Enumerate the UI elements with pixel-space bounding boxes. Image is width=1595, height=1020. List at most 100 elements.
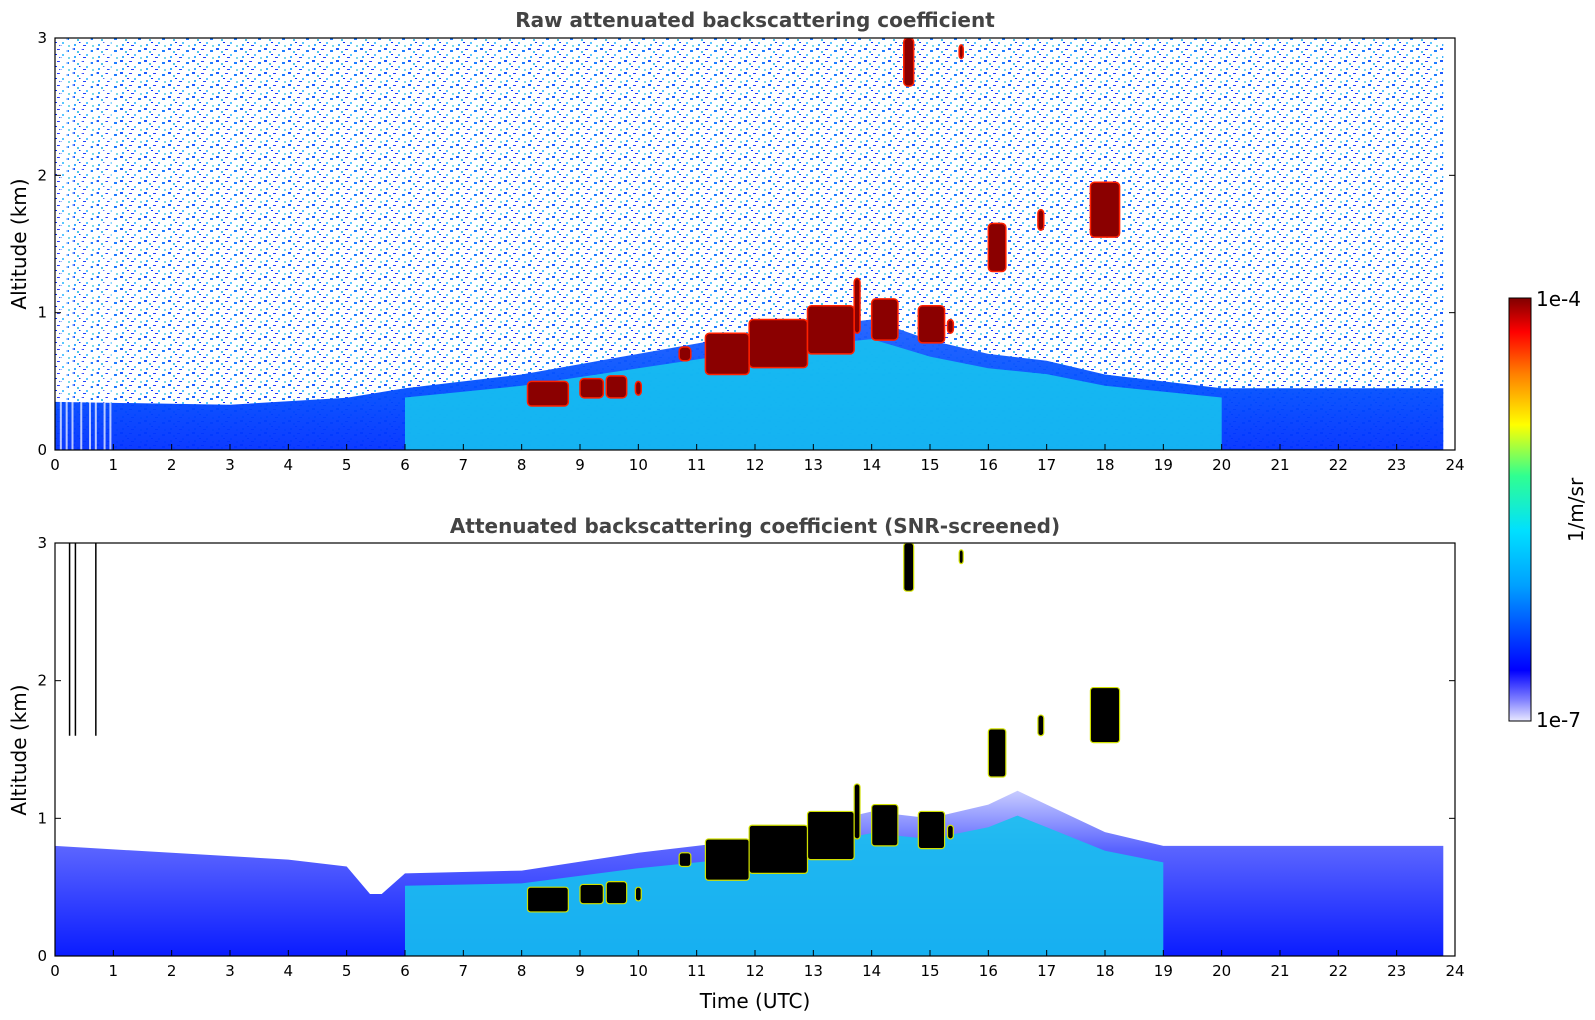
cloud-layer <box>958 44 965 60</box>
x-tick-label: 24 <box>1445 962 1464 980</box>
x-tick-label: 0 <box>50 962 60 980</box>
panel1-cloud-layers <box>526 38 1121 407</box>
cloud-layer <box>987 222 1007 273</box>
x-tick-label: 9 <box>575 962 585 980</box>
screened-cloud-layer <box>958 549 964 565</box>
x-tick-label: 11 <box>687 456 706 474</box>
y-tick-label: 2 <box>37 672 47 690</box>
screened-cloud-layer <box>678 852 692 868</box>
y-tick-label: 0 <box>37 947 47 965</box>
panel1-plot-area <box>55 38 1444 450</box>
colorbar-unit-label: 1/m/sr <box>1564 477 1588 542</box>
x-tick-label: 20 <box>1212 456 1231 474</box>
colorbar-gradient <box>1508 297 1532 722</box>
panel1-early-streaks <box>59 38 112 450</box>
screened-cloud-layer <box>987 728 1007 778</box>
cloud-layer <box>806 305 855 355</box>
panel2-plot-area <box>55 543 1444 956</box>
x-tick-label: 6 <box>400 456 410 474</box>
x-tick-label: 18 <box>1095 456 1114 474</box>
x-tick-label: 5 <box>342 962 352 980</box>
cloud-layer <box>853 277 861 335</box>
colorbar: 1e-4 1e-7 1/m/sr <box>1508 287 1588 732</box>
x-tick-label: 4 <box>284 962 294 980</box>
x-tick-label: 15 <box>920 962 939 980</box>
x-tick-label: 19 <box>1154 962 1173 980</box>
cloud-layer <box>903 38 915 87</box>
x-tick-label: 14 <box>862 962 881 980</box>
cloud-layer <box>946 318 955 335</box>
x-tick-label: 1 <box>109 962 119 980</box>
x-tick-label: 21 <box>1270 456 1289 474</box>
screened-cloud-layer <box>853 783 861 840</box>
screened-cloud-layer <box>871 803 899 847</box>
panel2-aerosol-core <box>405 815 1164 956</box>
x-tick-label: 17 <box>1037 456 1056 474</box>
cloud-layer <box>870 298 899 341</box>
panel1-x-axis: 0 1 2 3 4 5 6 7 8 9 10 11 12 13 14 15 16 17 18 19 20 21 22 23 24 <box>50 444 1465 474</box>
colorbar-min-label: 1e-7 <box>1536 708 1581 732</box>
cloud-layer <box>634 380 643 396</box>
panel2-x-axis: 0 1 2 3 4 5 6 7 8 9 10 11 12 13 14 15 16 17 18 19 20 21 22 23 24 <box>50 950 1465 980</box>
panel2-cloud-layers <box>526 543 1121 913</box>
x-tick-label: 16 <box>979 962 998 980</box>
panel2-x-label: Time (UTC) <box>699 989 811 1013</box>
screened-cloud-layer <box>1089 686 1121 744</box>
x-tick-label: 7 <box>459 456 469 474</box>
x-tick-label: 13 <box>804 962 823 980</box>
x-tick-label: 9 <box>575 456 585 474</box>
y-tick-label: 1 <box>37 809 47 827</box>
x-tick-label: 10 <box>629 456 648 474</box>
screened-cloud-layer <box>946 824 954 840</box>
panel2-title: Attenuated backscattering coefficient (S… <box>450 514 1060 538</box>
x-tick-label: 20 <box>1212 962 1231 980</box>
y-tick-label: 2 <box>37 166 47 184</box>
x-tick-label: 2 <box>167 456 177 474</box>
x-tick-label: 23 <box>1387 962 1406 980</box>
x-tick-label: 3 <box>225 962 235 980</box>
x-tick-label: 18 <box>1095 962 1114 980</box>
x-tick-label: 12 <box>745 962 764 980</box>
cloud-layer <box>748 318 809 369</box>
screened-cloud-layer <box>704 838 750 881</box>
y-tick-label: 3 <box>37 534 47 552</box>
x-tick-label: 16 <box>979 456 998 474</box>
screened-cloud-layer <box>917 810 946 850</box>
colorbar-max-label: 1e-4 <box>1536 287 1581 311</box>
cloud-layer <box>579 377 605 399</box>
panel1-aerosol-core <box>405 339 1222 450</box>
x-tick-label: 15 <box>920 456 939 474</box>
y-tick-label: 0 <box>37 441 47 459</box>
x-tick-label: 8 <box>517 962 527 980</box>
x-tick-label: 4 <box>284 456 294 474</box>
y-tick-label: 1 <box>37 304 47 322</box>
cloud-layer <box>1089 181 1121 238</box>
x-tick-label: 2 <box>167 962 177 980</box>
screened-cloud-layer <box>1037 714 1045 737</box>
panel2-early-streaks <box>68 543 97 736</box>
cloud-layer <box>704 332 750 376</box>
x-tick-label: 6 <box>400 962 410 980</box>
x-tick-label: 13 <box>804 456 823 474</box>
x-tick-label: 23 <box>1387 456 1406 474</box>
x-tick-label: 10 <box>629 962 648 980</box>
x-tick-label: 7 <box>459 962 469 980</box>
x-tick-label: 22 <box>1329 962 1348 980</box>
x-tick-label: 22 <box>1329 456 1348 474</box>
screened-cloud-layer <box>903 543 915 592</box>
x-tick-label: 19 <box>1154 456 1173 474</box>
x-tick-label: 24 <box>1445 456 1464 474</box>
x-tick-label: 11 <box>687 962 706 980</box>
x-tick-label: 3 <box>225 456 235 474</box>
y-tick-label: 3 <box>37 29 47 47</box>
cloud-layer <box>678 346 692 362</box>
panel1-title: Raw attenuated backscattering coefficien… <box>515 8 995 32</box>
panel2-y-label: Altitude (km) <box>7 684 31 815</box>
x-tick-label: 17 <box>1037 962 1056 980</box>
x-tick-label: 14 <box>862 456 881 474</box>
screened-cloud-layer <box>748 824 809 875</box>
panel1-y-label: Altitude (km) <box>7 178 31 309</box>
screened-cloud-layer <box>526 886 569 913</box>
screened-cloud-layer <box>634 886 642 902</box>
